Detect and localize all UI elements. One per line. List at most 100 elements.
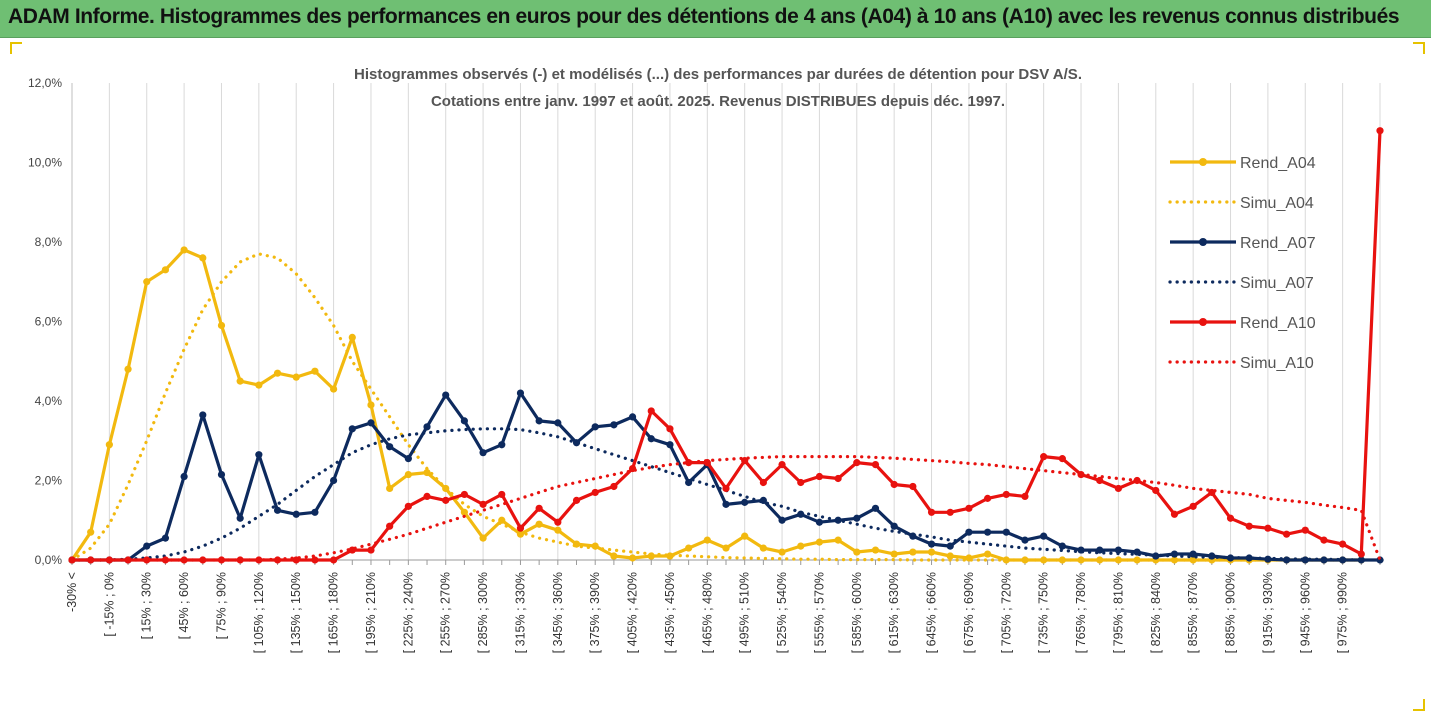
- y-tick-label: 2,0%: [35, 474, 63, 488]
- data-point-rend-a04: [273, 369, 282, 377]
- series-rend-a10: [68, 127, 1384, 564]
- x-tick-label: [ 795% ; 810%: [1111, 572, 1125, 653]
- legend-label: Simu_A04: [1240, 195, 1314, 212]
- x-tick-label: [ 735% ; 750%: [1037, 572, 1051, 653]
- x-axis-tick-labels: -30% < [ -15% ; 0% [ 15% ; 30% [ 45% ; 60% […: [65, 572, 1350, 653]
- title-banner: ADAM Informe. Histogrammes des performan…: [0, 0, 1431, 38]
- data-point-rend-a04: [367, 401, 375, 409]
- x-tick-label: [ -15% ; 0%: [102, 572, 116, 637]
- data-point-rend-a07: [1021, 536, 1029, 544]
- legend-label: Rend_A04: [1240, 155, 1316, 172]
- data-point-rend-a10: [984, 494, 992, 502]
- series-rend-a04: [68, 246, 1365, 564]
- data-point-rend-a10: [647, 407, 655, 415]
- data-point-rend-a10: [554, 518, 562, 526]
- data-point-rend-a07: [554, 419, 562, 427]
- data-point-rend-a07: [610, 421, 618, 429]
- data-point-rend-a07: [199, 411, 207, 419]
- data-point-rend-a07: [292, 510, 300, 518]
- data-point-rend-a04: [666, 552, 674, 560]
- data-point-rend-a04: [722, 544, 730, 552]
- data-point-rend-a10: [610, 482, 618, 491]
- x-tick-label: -30% <: [65, 572, 79, 612]
- data-point-rend-a04: [610, 552, 618, 560]
- performance-histogram-chart: Histogrammes observés (-) et modélisés (…: [28, 66, 1384, 653]
- data-point-rend-a10: [199, 556, 207, 564]
- data-point-rend-a07: [367, 419, 375, 427]
- data-point-rend-a07: [927, 540, 936, 548]
- legend-item-simu-a04: Simu_A04: [1168, 195, 1314, 212]
- data-point-rend-a10: [255, 556, 263, 564]
- data-point-rend-a07: [1245, 554, 1253, 562]
- x-tick-label: [ 645% ; 660%: [925, 572, 939, 653]
- data-point-rend-a07: [628, 413, 637, 421]
- y-tick-label: 0,0%: [35, 553, 63, 567]
- data-point-rend-a04: [348, 333, 356, 341]
- data-point-rend-a04: [927, 548, 936, 556]
- data-point-rend-a07: [442, 391, 450, 399]
- chart-subtitle: Cotations entre janv. 1997 et août. 2025…: [431, 93, 1005, 110]
- frame-corner-bottom-right: [1413, 699, 1425, 711]
- x-tick-label: [ 615% ; 630%: [887, 572, 901, 653]
- data-point-rend-a07: [946, 542, 954, 550]
- gridlines: [71, 83, 1381, 560]
- data-point-rend-a07: [722, 500, 730, 508]
- x-tick-label: [ 45% ; 60%: [177, 572, 191, 639]
- data-point-rend-a07: [516, 389, 525, 397]
- x-tick-label: [ 315% ; 330%: [513, 572, 527, 653]
- legend-label: Simu_A10: [1240, 355, 1314, 372]
- data-point-rend-a07: [965, 528, 973, 536]
- data-point-rend-a04: [217, 321, 226, 330]
- data-point-rend-a07: [236, 514, 244, 522]
- data-point-rend-a07: [479, 449, 487, 457]
- data-point-rend-a07: [984, 528, 992, 536]
- x-tick-label: [ 825% ; 840%: [1149, 572, 1163, 653]
- data-point-rend-a07: [217, 470, 226, 479]
- x-tick-label: [ 855% ; 870%: [1186, 572, 1200, 653]
- data-point-rend-a07: [161, 534, 170, 542]
- y-tick-label: 8,0%: [35, 235, 63, 249]
- legend-label: Rend_A10: [1240, 315, 1316, 332]
- data-point-rend-a07: [591, 423, 599, 431]
- data-point-rend-a10: [815, 472, 824, 481]
- data-point-rend-a07: [1357, 556, 1365, 564]
- series-simu-a10: [70, 455, 1382, 562]
- data-point-rend-a10: [1282, 530, 1291, 538]
- data-point-rend-a04: [460, 508, 468, 516]
- data-point-rend-a04: [479, 534, 487, 542]
- data-point-rend-a07: [871, 504, 880, 512]
- legend-item-rend-a04: Rend_A04: [1170, 155, 1316, 172]
- data-point-rend-a04: [797, 542, 805, 550]
- data-point-rend-a04: [834, 536, 842, 544]
- data-point-rend-a07: [498, 441, 506, 449]
- data-point-rend-a04: [554, 526, 562, 534]
- x-tick-label: [ 585% ; 600%: [850, 572, 864, 653]
- legend-marker: [1199, 318, 1207, 326]
- x-tick-label: [ 75% ; 90%: [214, 572, 228, 639]
- data-point-rend-a10: [871, 461, 880, 469]
- data-point-rend-a10: [386, 522, 394, 530]
- axes: [71, 83, 1384, 565]
- data-point-rend-a10: [890, 480, 898, 489]
- data-point-rend-a10: [1264, 524, 1272, 532]
- data-point-rend-a10: [1152, 486, 1160, 495]
- series-line-simu-a10: [70, 455, 1382, 562]
- frame-corner-top-left: [10, 42, 22, 54]
- series-simu-a04: [70, 252, 1363, 562]
- data-point-rend-a10: [591, 488, 599, 497]
- data-point-rend-a07: [1002, 528, 1010, 536]
- data-point-rend-a07: [853, 514, 861, 522]
- legend: Rend_A04 Simu_A04 Rend_A07 Simu_A07 Rend_A10…: [1168, 155, 1316, 372]
- data-point-rend-a10: [423, 492, 431, 500]
- data-point-rend-a04: [161, 266, 170, 274]
- data-point-rend-a10: [1096, 476, 1104, 485]
- data-point-rend-a10: [1058, 455, 1066, 463]
- data-point-rend-a07: [255, 451, 263, 459]
- data-point-rend-a04: [759, 544, 767, 552]
- data-point-rend-a10: [311, 556, 319, 564]
- y-tick-label: 6,0%: [35, 315, 63, 329]
- data-point-rend-a07: [348, 425, 356, 433]
- data-point-rend-a07: [535, 417, 543, 425]
- legend-label: Rend_A07: [1240, 235, 1316, 252]
- data-point-rend-a10: [909, 482, 917, 491]
